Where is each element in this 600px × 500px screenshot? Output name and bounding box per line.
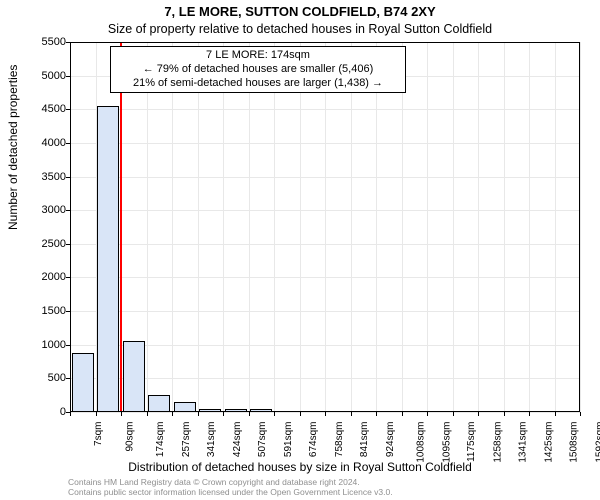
xtick-mark	[70, 412, 71, 416]
gridline-v	[580, 42, 581, 412]
plot-area: 7sqm90sqm174sqm257sqm341sqm424sqm507sqm5…	[70, 42, 580, 412]
xtick-mark	[274, 412, 275, 416]
xtick-mark	[147, 412, 148, 416]
xtick-label: 1425sqm	[543, 422, 554, 463]
xtick-mark	[453, 412, 454, 416]
xtick-mark	[376, 412, 377, 416]
xtick-mark	[198, 412, 199, 416]
xtick-mark	[325, 412, 326, 416]
xtick-label: 341sqm	[206, 422, 217, 458]
ytick-label: 5000	[6, 70, 66, 82]
ytick-label: 4500	[6, 103, 66, 115]
xtick-label: 1341sqm	[518, 422, 529, 463]
xtick-label: 591sqm	[283, 422, 294, 458]
ytick-label: 2500	[6, 238, 66, 250]
xtick-label: 841sqm	[359, 422, 370, 458]
xtick-mark	[402, 412, 403, 416]
xtick-label: 257sqm	[181, 422, 192, 458]
xtick-mark	[223, 412, 224, 416]
ytick-label: 3500	[6, 171, 66, 183]
ytick-label: 3000	[6, 204, 66, 216]
annotation-box: 7 LE MORE: 174sqm ← 79% of detached hous…	[110, 46, 406, 93]
x-axis-label: Distribution of detached houses by size …	[0, 460, 600, 474]
ytick-label: 500	[6, 372, 66, 384]
xtick-mark	[580, 412, 581, 416]
ytick-label: 0	[6, 406, 66, 418]
xtick-mark	[172, 412, 173, 416]
annotation-line3: 21% of semi-detached houses are larger (…	[117, 77, 399, 91]
xtick-label: 1508sqm	[569, 422, 580, 463]
xtick-mark	[478, 412, 479, 416]
ytick-label: 1500	[6, 305, 66, 317]
annotation-line1: 7 LE MORE: 174sqm	[117, 49, 399, 63]
xtick-label: 674sqm	[308, 422, 319, 458]
xtick-label: 1592sqm	[594, 422, 600, 463]
plot-border	[70, 42, 580, 412]
xtick-label: 507sqm	[257, 422, 268, 458]
xtick-label: 424sqm	[232, 422, 243, 458]
chart-subtitle: Size of property relative to detached ho…	[0, 22, 600, 36]
xtick-mark	[96, 412, 97, 416]
ytick-label: 5500	[6, 36, 66, 48]
xtick-label: 1095sqm	[441, 422, 452, 463]
xtick-mark	[427, 412, 428, 416]
xtick-label: 758sqm	[334, 422, 345, 458]
xtick-mark	[555, 412, 556, 416]
xtick-mark	[249, 412, 250, 416]
credits: Contains HM Land Registry data © Crown c…	[68, 478, 393, 498]
ytick-label: 4000	[6, 137, 66, 149]
ytick-label: 2000	[6, 271, 66, 283]
xtick-mark	[351, 412, 352, 416]
xtick-mark	[300, 412, 301, 416]
chart-title-address: 7, LE MORE, SUTTON COLDFIELD, B74 2XY	[0, 4, 600, 19]
xtick-label: 1175sqm	[466, 422, 477, 462]
xtick-label: 90sqm	[124, 422, 135, 452]
xtick-label: 174sqm	[155, 422, 166, 458]
xtick-mark	[504, 412, 505, 416]
credits-line2: Contains public sector information licen…	[68, 488, 393, 498]
xtick-mark	[529, 412, 530, 416]
xtick-label: 1008sqm	[416, 422, 427, 463]
xtick-label: 924sqm	[385, 422, 396, 458]
xtick-label: 1258sqm	[492, 422, 503, 463]
xtick-mark	[121, 412, 122, 416]
xtick-label: 7sqm	[93, 422, 104, 446]
ytick-label: 1000	[6, 339, 66, 351]
annotation-line2: ← 79% of detached houses are smaller (5,…	[117, 63, 399, 77]
